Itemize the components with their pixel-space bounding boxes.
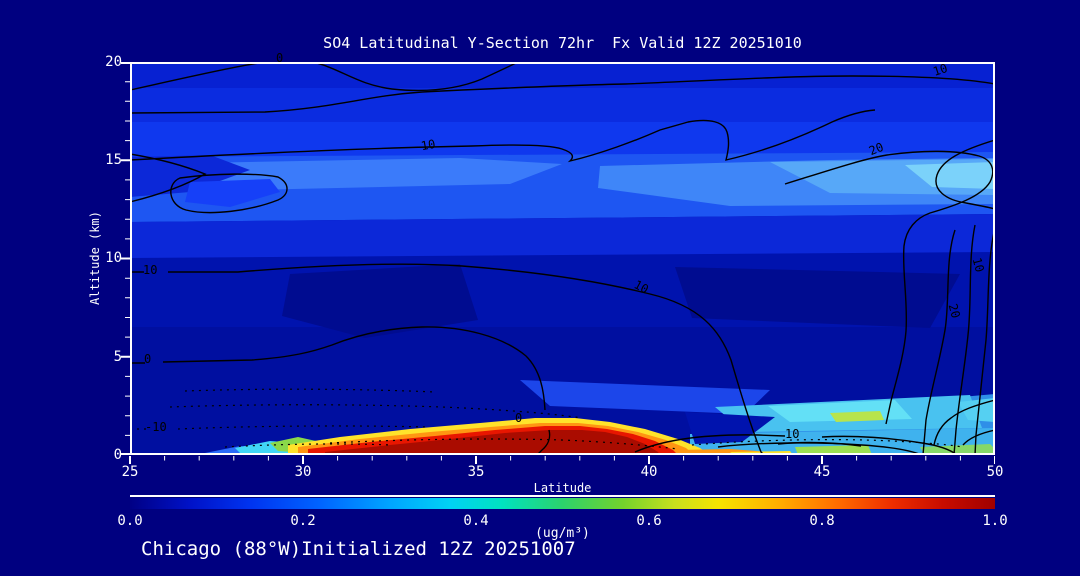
colorbar-tick-label: 0.0 [117, 513, 143, 529]
x-axis-major-ticks [129, 456, 995, 464]
x-axis-label: Latitude [533, 481, 592, 495]
colorbar-tick-label: 0.6 [636, 513, 662, 529]
y-axis-tick-label: 15 [105, 152, 122, 168]
colorbar-units-label: (ug/m³) [535, 526, 590, 541]
contour-label: 10 [969, 256, 987, 274]
colorbar-tick-label: 0.8 [809, 513, 835, 529]
footer-text: Chicago (88°W)Initialized 12Z 20251007 [141, 538, 576, 560]
plot-frame [130, 62, 995, 455]
contour-lines [130, 62, 995, 455]
contour-label: 20 [945, 302, 963, 320]
y-axis-tick-label: 20 [105, 54, 122, 70]
contour-label: -10 [145, 420, 167, 434]
filled-contour-field [130, 62, 995, 455]
colorbar-axis-line [130, 495, 995, 497]
y-axis-minor-ticks [125, 81, 130, 436]
plot-title: SO4 Latitudinal Y-Section 72hr Fx Valid … [323, 34, 802, 52]
x-axis-minor-ticks [164, 456, 961, 461]
x-axis-tick-label: 30 [294, 464, 312, 480]
x-axis-tick-label: 40 [640, 464, 658, 480]
y-axis-label: Altitude (km) [88, 211, 102, 305]
y-axis-tick-label: 0 [113, 447, 122, 463]
x-axis-tick-label: 35 [467, 464, 485, 480]
contour-label: 10 [143, 263, 158, 277]
negative-contour-lines [130, 388, 963, 450]
colorbar-tick-label: 0.4 [463, 513, 489, 529]
x-axis-tick-label: 25 [121, 464, 139, 480]
x-axis-tick-label: 45 [813, 464, 831, 480]
y-axis-tick-label: 10 [105, 250, 122, 266]
colorbar-tick-label: 1.0 [982, 513, 1008, 529]
y-axis-tick-label: 5 [113, 349, 122, 365]
colorbar [130, 498, 995, 509]
colorbar-tick-label: 0.2 [290, 513, 316, 529]
contour-label: 0 [515, 411, 523, 425]
y-axis-major-ticks [121, 62, 130, 455]
contour-label: 0 [276, 51, 284, 65]
x-axis-tick-label: 50 [986, 464, 1004, 480]
contour-plot-canvas [121, 62, 995, 464]
contour-label: 0 [144, 352, 152, 366]
contour-label: 10 [419, 136, 437, 154]
axis-ticks [121, 62, 995, 464]
contour-label: 10 [785, 427, 800, 441]
